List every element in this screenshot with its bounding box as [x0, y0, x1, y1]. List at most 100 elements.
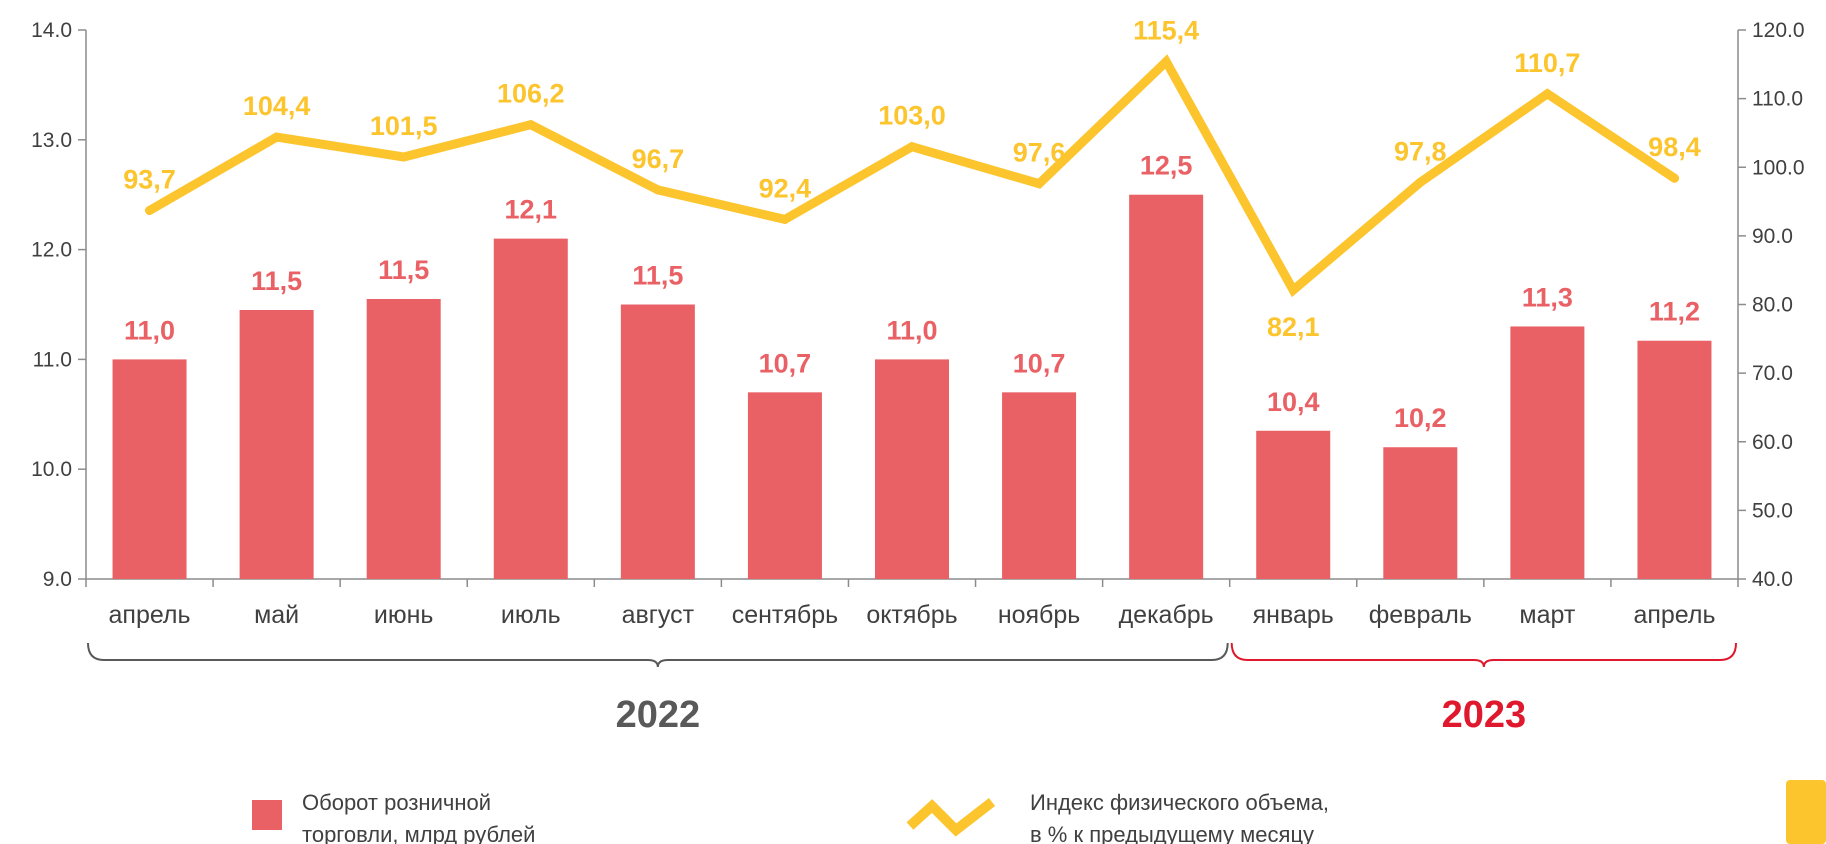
- legend-line-swatch: [906, 798, 996, 837]
- year-brace: [87, 642, 1229, 668]
- bar: [875, 359, 949, 579]
- year-brace: [1230, 642, 1737, 668]
- bar-value-label: 11,0: [886, 315, 937, 345]
- x-category-label: август: [622, 601, 695, 629]
- bar: [366, 299, 441, 579]
- bar: [620, 304, 695, 579]
- line-point: [1669, 173, 1679, 183]
- bar-value-label: 10,7: [1013, 348, 1066, 378]
- bar-value-label: 10,2: [1394, 403, 1447, 433]
- axes: 9.0 10.0 11.0 12.0 13.0 14.0 40.0 50.0 60.0 70.0 8…: [31, 19, 1804, 629]
- line-value-label: 110,7: [1514, 48, 1580, 78]
- line-point: [1415, 177, 1425, 187]
- line-value-label: 92,4: [759, 173, 812, 203]
- y-right-tick-label: 90.0: [1752, 225, 1793, 248]
- line-point: [399, 152, 409, 162]
- y-left-tick-label: 12.0: [31, 239, 72, 262]
- bar: [1129, 194, 1204, 579]
- bar-value-label: 11,5: [632, 261, 683, 291]
- bar: [1002, 392, 1077, 579]
- line-point: [907, 142, 917, 152]
- bar-value-label: 10,7: [759, 348, 812, 378]
- x-category-label: апрель: [1633, 601, 1715, 629]
- line-value-label: 103,0: [878, 101, 946, 131]
- bar: [1637, 340, 1712, 579]
- y-left-tick-label: 14.0: [31, 19, 72, 42]
- y-left-tick-label: 11.0: [33, 348, 72, 371]
- year-label: 2022: [616, 694, 701, 736]
- legend-bar-label: Оборот розничной торговли, млрд рублей: [302, 790, 535, 844]
- line-point: [780, 214, 790, 224]
- x-category-label: ноябрь: [998, 601, 1081, 629]
- x-category-label: март: [1519, 601, 1575, 629]
- y-right-tick-label: 80.0: [1752, 294, 1793, 317]
- line-series: [145, 54, 1679, 298]
- bar: [239, 309, 314, 579]
- line-value-label: 96,7: [632, 144, 685, 174]
- legend-line-label: Индекс физического объема, в % к предыду…: [1030, 790, 1335, 844]
- line-value-label: 104,4: [243, 91, 311, 121]
- line-point: [653, 185, 663, 195]
- bar-value-label: 11,3: [1522, 282, 1573, 312]
- line-point: [1542, 89, 1552, 99]
- x-category-label: январь: [1253, 601, 1334, 629]
- line-value-label: 82,1: [1267, 312, 1320, 342]
- line-value-label: 106,2: [497, 79, 565, 109]
- x-category-label: май: [254, 601, 299, 629]
- y-right-tick-label: 40.0: [1752, 568, 1793, 591]
- line-point: [1161, 57, 1171, 67]
- x-category-label: декабрь: [1119, 601, 1214, 629]
- bar: [1383, 447, 1458, 579]
- bar: [493, 238, 568, 579]
- bar-value-label: 11,0: [124, 315, 175, 345]
- corner-logo-mark: [1786, 780, 1826, 844]
- legend: Оборот розничной торговли, млрд рублей И…: [252, 790, 1335, 844]
- bar: [747, 392, 822, 579]
- bar-value-label: 12,1: [504, 195, 557, 225]
- y-right-tick-label: 70.0: [1752, 362, 1793, 385]
- line-point: [145, 205, 155, 215]
- legend-bar-line-2: торговли, млрд рублей: [302, 822, 535, 844]
- bar: [1510, 326, 1585, 579]
- y-right-tick-label: 100.0: [1752, 156, 1805, 179]
- bar: [112, 359, 187, 579]
- line-point: [526, 120, 536, 130]
- bar-value-label: 12,5: [1140, 151, 1193, 181]
- line-value-label: 93,7: [123, 164, 176, 194]
- year-groups: 2022 2023: [87, 642, 1737, 736]
- y-right-tick-label: 50.0: [1752, 499, 1793, 522]
- legend-line-line-1: Индекс физического объема,: [1030, 790, 1329, 815]
- legend-line-line-2: в % к предыдущему месяцу: [1030, 822, 1314, 844]
- y-right-tick-label: 120.0: [1752, 19, 1805, 42]
- line-value-label: 115,4: [1133, 16, 1199, 46]
- bar-value-label: 11,5: [378, 255, 429, 285]
- bar-series: [112, 194, 1712, 579]
- bar-value-label: 10,4: [1267, 387, 1320, 417]
- y-right-tick-label: 110.0: [1752, 88, 1803, 111]
- bar-value-label: 11,5: [251, 266, 302, 296]
- bar-value-label: 11,2: [1649, 297, 1700, 327]
- y-left-tick-label: 13.0: [31, 129, 72, 152]
- legend-bar-swatch: [252, 800, 282, 830]
- bar: [1256, 430, 1331, 579]
- x-category-label: июль: [501, 601, 561, 629]
- y-right-tick-label: 60.0: [1752, 431, 1793, 454]
- x-category-label: сентябрь: [732, 601, 838, 629]
- x-category-label: июнь: [374, 601, 434, 629]
- line-point: [1288, 285, 1298, 295]
- line-point: [1034, 179, 1044, 189]
- line-value-label: 97,8: [1394, 136, 1447, 166]
- data-labels: 11,0 11,5 11,5 12,1 11,5 10,7 11,0 10,7 12,5 10,4…: [123, 16, 1700, 434]
- y-left-tick-label: 9.0: [43, 568, 72, 591]
- y-left-tick-label: 10.0: [31, 458, 72, 481]
- x-category-label: февраль: [1369, 601, 1472, 629]
- line-point: [272, 132, 282, 142]
- line-value-label: 101,5: [370, 111, 438, 141]
- x-category-label: апрель: [109, 601, 191, 629]
- legend-bar-line-1: Оборот розничной: [302, 790, 491, 815]
- x-category-label: октябрь: [866, 601, 957, 629]
- line-value-label: 97,6: [1013, 138, 1066, 168]
- year-label: 2023: [1442, 694, 1527, 736]
- line-value-label: 98,4: [1648, 132, 1701, 162]
